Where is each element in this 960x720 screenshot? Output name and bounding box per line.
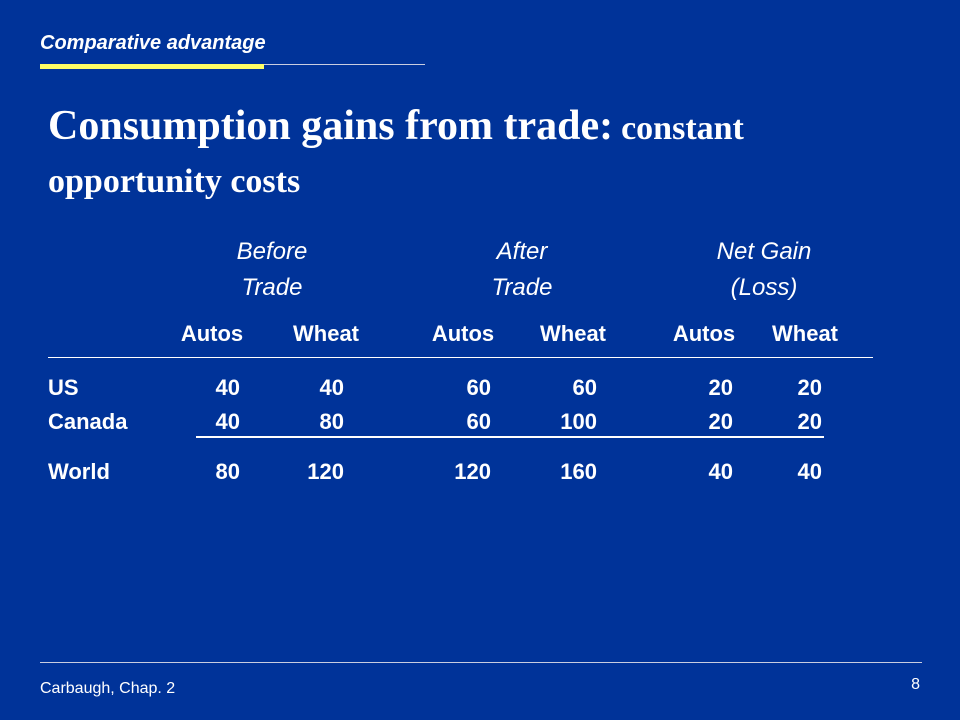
table-cell: 60 xyxy=(572,375,597,400)
row-label-canada: Canada xyxy=(48,409,128,434)
table-cell: 60 xyxy=(466,375,491,400)
table-cell: 20 xyxy=(708,375,733,400)
table-header-rule xyxy=(48,357,873,358)
slide-title: Consumption gains from trade: constant o… xyxy=(48,100,908,208)
group-header-after-trade: After Trade xyxy=(422,234,622,306)
group-header-line: Trade xyxy=(241,274,303,301)
section-title: Comparative advantage xyxy=(40,32,266,54)
table-cell: 160 xyxy=(560,459,597,484)
footer-rule xyxy=(40,662,922,663)
group-header-line: Net Gain xyxy=(716,238,812,265)
table-cell: 80 xyxy=(319,409,344,434)
column-header: Wheat xyxy=(540,321,606,346)
table-cell: 40 xyxy=(215,375,240,400)
table-cell: 40 xyxy=(319,375,344,400)
table-cell: 20 xyxy=(797,409,822,434)
group-header-line: (Loss) xyxy=(730,274,798,301)
table-cell: 40 xyxy=(708,459,733,484)
header-accent-bar xyxy=(40,64,264,69)
row-label-world: World xyxy=(48,459,110,484)
group-header-line: After xyxy=(496,238,548,265)
group-header-before-trade: Before Trade xyxy=(172,234,372,306)
column-header: Autos xyxy=(431,321,495,346)
column-header: Autos xyxy=(180,321,244,346)
page-number: 8 xyxy=(911,676,920,693)
table-cell: 40 xyxy=(797,459,822,484)
table-cell: 80 xyxy=(215,459,240,484)
table-cell: 120 xyxy=(454,459,491,484)
table-cell: 20 xyxy=(797,375,822,400)
table-cell: 100 xyxy=(560,409,597,434)
table-cell: 120 xyxy=(307,459,344,484)
table-cell: 20 xyxy=(708,409,733,434)
table-cell: 60 xyxy=(466,409,491,434)
group-header-line: Before xyxy=(236,238,308,265)
column-header: Autos xyxy=(672,321,736,346)
slide-title-main: Consumption gains from trade: xyxy=(48,103,614,149)
table-cell: 40 xyxy=(215,409,240,434)
row-label-us: US xyxy=(48,375,79,400)
sum-rule xyxy=(196,436,824,438)
footer-source: Carbaugh, Chap. 2 xyxy=(40,680,176,697)
column-header: Wheat xyxy=(293,321,359,346)
group-header-net-gain: Net Gain (Loss) xyxy=(664,234,864,306)
group-header-line: Trade xyxy=(491,274,553,301)
slide-title-sub: constant opportunity costs xyxy=(48,110,744,200)
column-header: Wheat xyxy=(772,321,838,346)
